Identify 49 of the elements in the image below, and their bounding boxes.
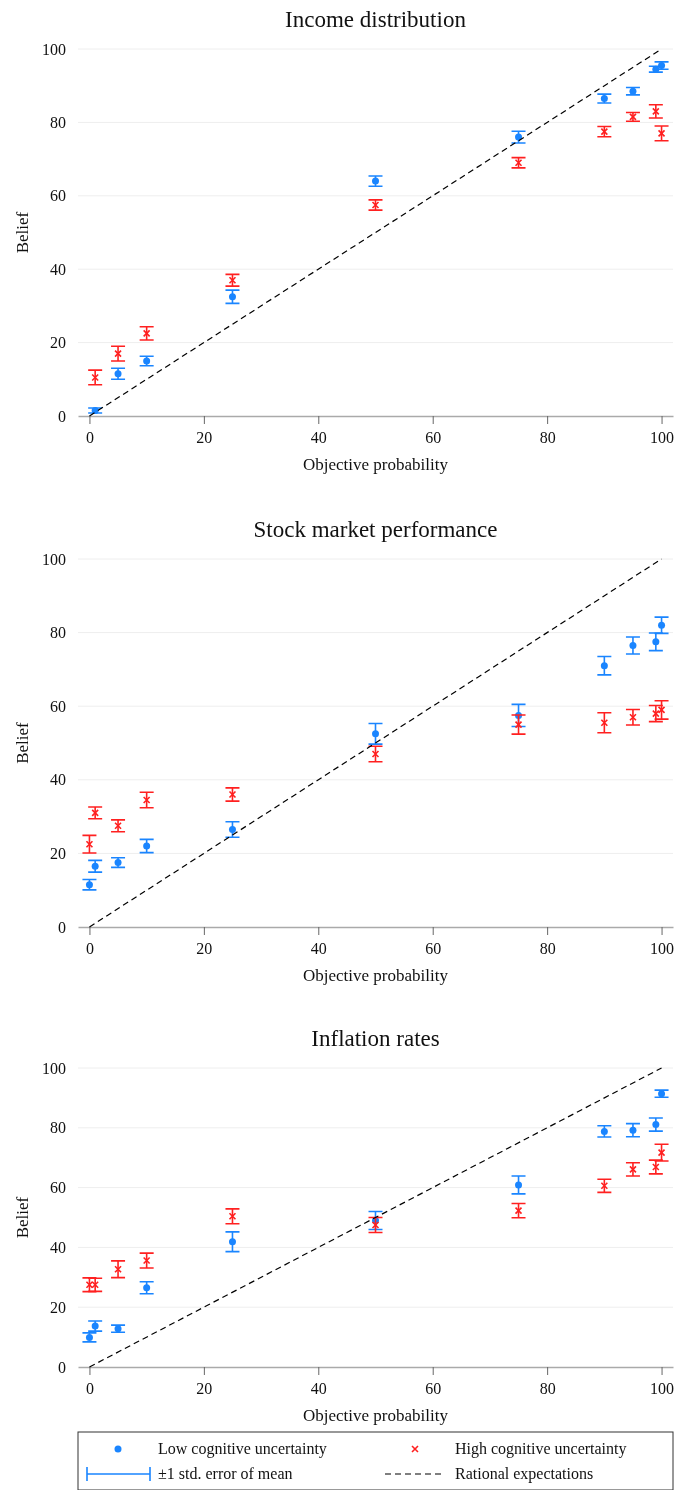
y-tick-label: 100 — [42, 550, 66, 568]
y-tick-label: 40 — [50, 1239, 66, 1257]
y-axis-title: Belief — [13, 1196, 32, 1239]
y-tick-label: 0 — [58, 1358, 66, 1376]
x-tick-label: 100 — [650, 940, 675, 958]
y-tick-label: 20 — [50, 845, 66, 863]
x-tick-label: 60 — [425, 1380, 442, 1398]
y-tick-label: 100 — [42, 40, 66, 58]
x-tick-label: 20 — [196, 1380, 213, 1398]
x-axis-title: Objective probability — [303, 1406, 449, 1425]
legend-label: Rational expectations — [455, 1465, 594, 1483]
x-tick-label: 60 — [425, 429, 442, 447]
x-tick-label: 0 — [85, 1380, 94, 1398]
y-tick-label: 60 — [50, 187, 66, 205]
y-tick-label: 80 — [50, 1119, 66, 1137]
y-tick-label: 40 — [50, 260, 66, 278]
chart-title: Inflation rates — [311, 1026, 440, 1051]
x-tick-label: 60 — [425, 940, 442, 958]
y-tick-label: 40 — [50, 771, 66, 789]
y-axis-title: Belief — [13, 721, 32, 764]
y-tick-label: 100 — [42, 1059, 66, 1077]
y-axis-title: Belief — [13, 211, 32, 254]
x-tick-label: 40 — [310, 429, 327, 447]
x-tick-label: 100 — [650, 1380, 675, 1398]
x-axis-title: Objective probability — [303, 966, 449, 985]
chart-title: Stock market performance — [253, 517, 498, 542]
x-tick-label: 80 — [539, 429, 556, 447]
x-tick-label: 0 — [85, 940, 94, 958]
x-tick-label: 0 — [85, 429, 94, 447]
y-tick-label: 80 — [50, 624, 66, 642]
x-tick-label: 80 — [539, 1380, 556, 1398]
x-tick-label: 80 — [539, 940, 556, 958]
x-tick-label: 40 — [310, 1380, 327, 1398]
y-tick-label: 0 — [58, 918, 66, 936]
y-tick-label: 80 — [50, 114, 66, 132]
x-tick-label: 100 — [650, 429, 675, 447]
legend-label: Low cognitive uncertainty — [158, 1440, 327, 1458]
x-tick-label: 40 — [310, 940, 327, 958]
legend-label: High cognitive uncertainty — [455, 1440, 627, 1458]
chart-title: Income distribution — [285, 7, 467, 32]
y-tick-label: 60 — [50, 1179, 66, 1197]
y-tick-label: 20 — [50, 1298, 66, 1316]
y-tick-label: 0 — [58, 407, 66, 425]
text: ±1 std. error of mean — [158, 1465, 293, 1482]
x-tick-label: 20 — [196, 429, 213, 447]
x-tick-label: 20 — [196, 940, 213, 958]
x-axis-title: Objective probability — [303, 455, 449, 474]
y-tick-label: 60 — [50, 697, 66, 715]
y-tick-label: 20 — [50, 334, 66, 352]
